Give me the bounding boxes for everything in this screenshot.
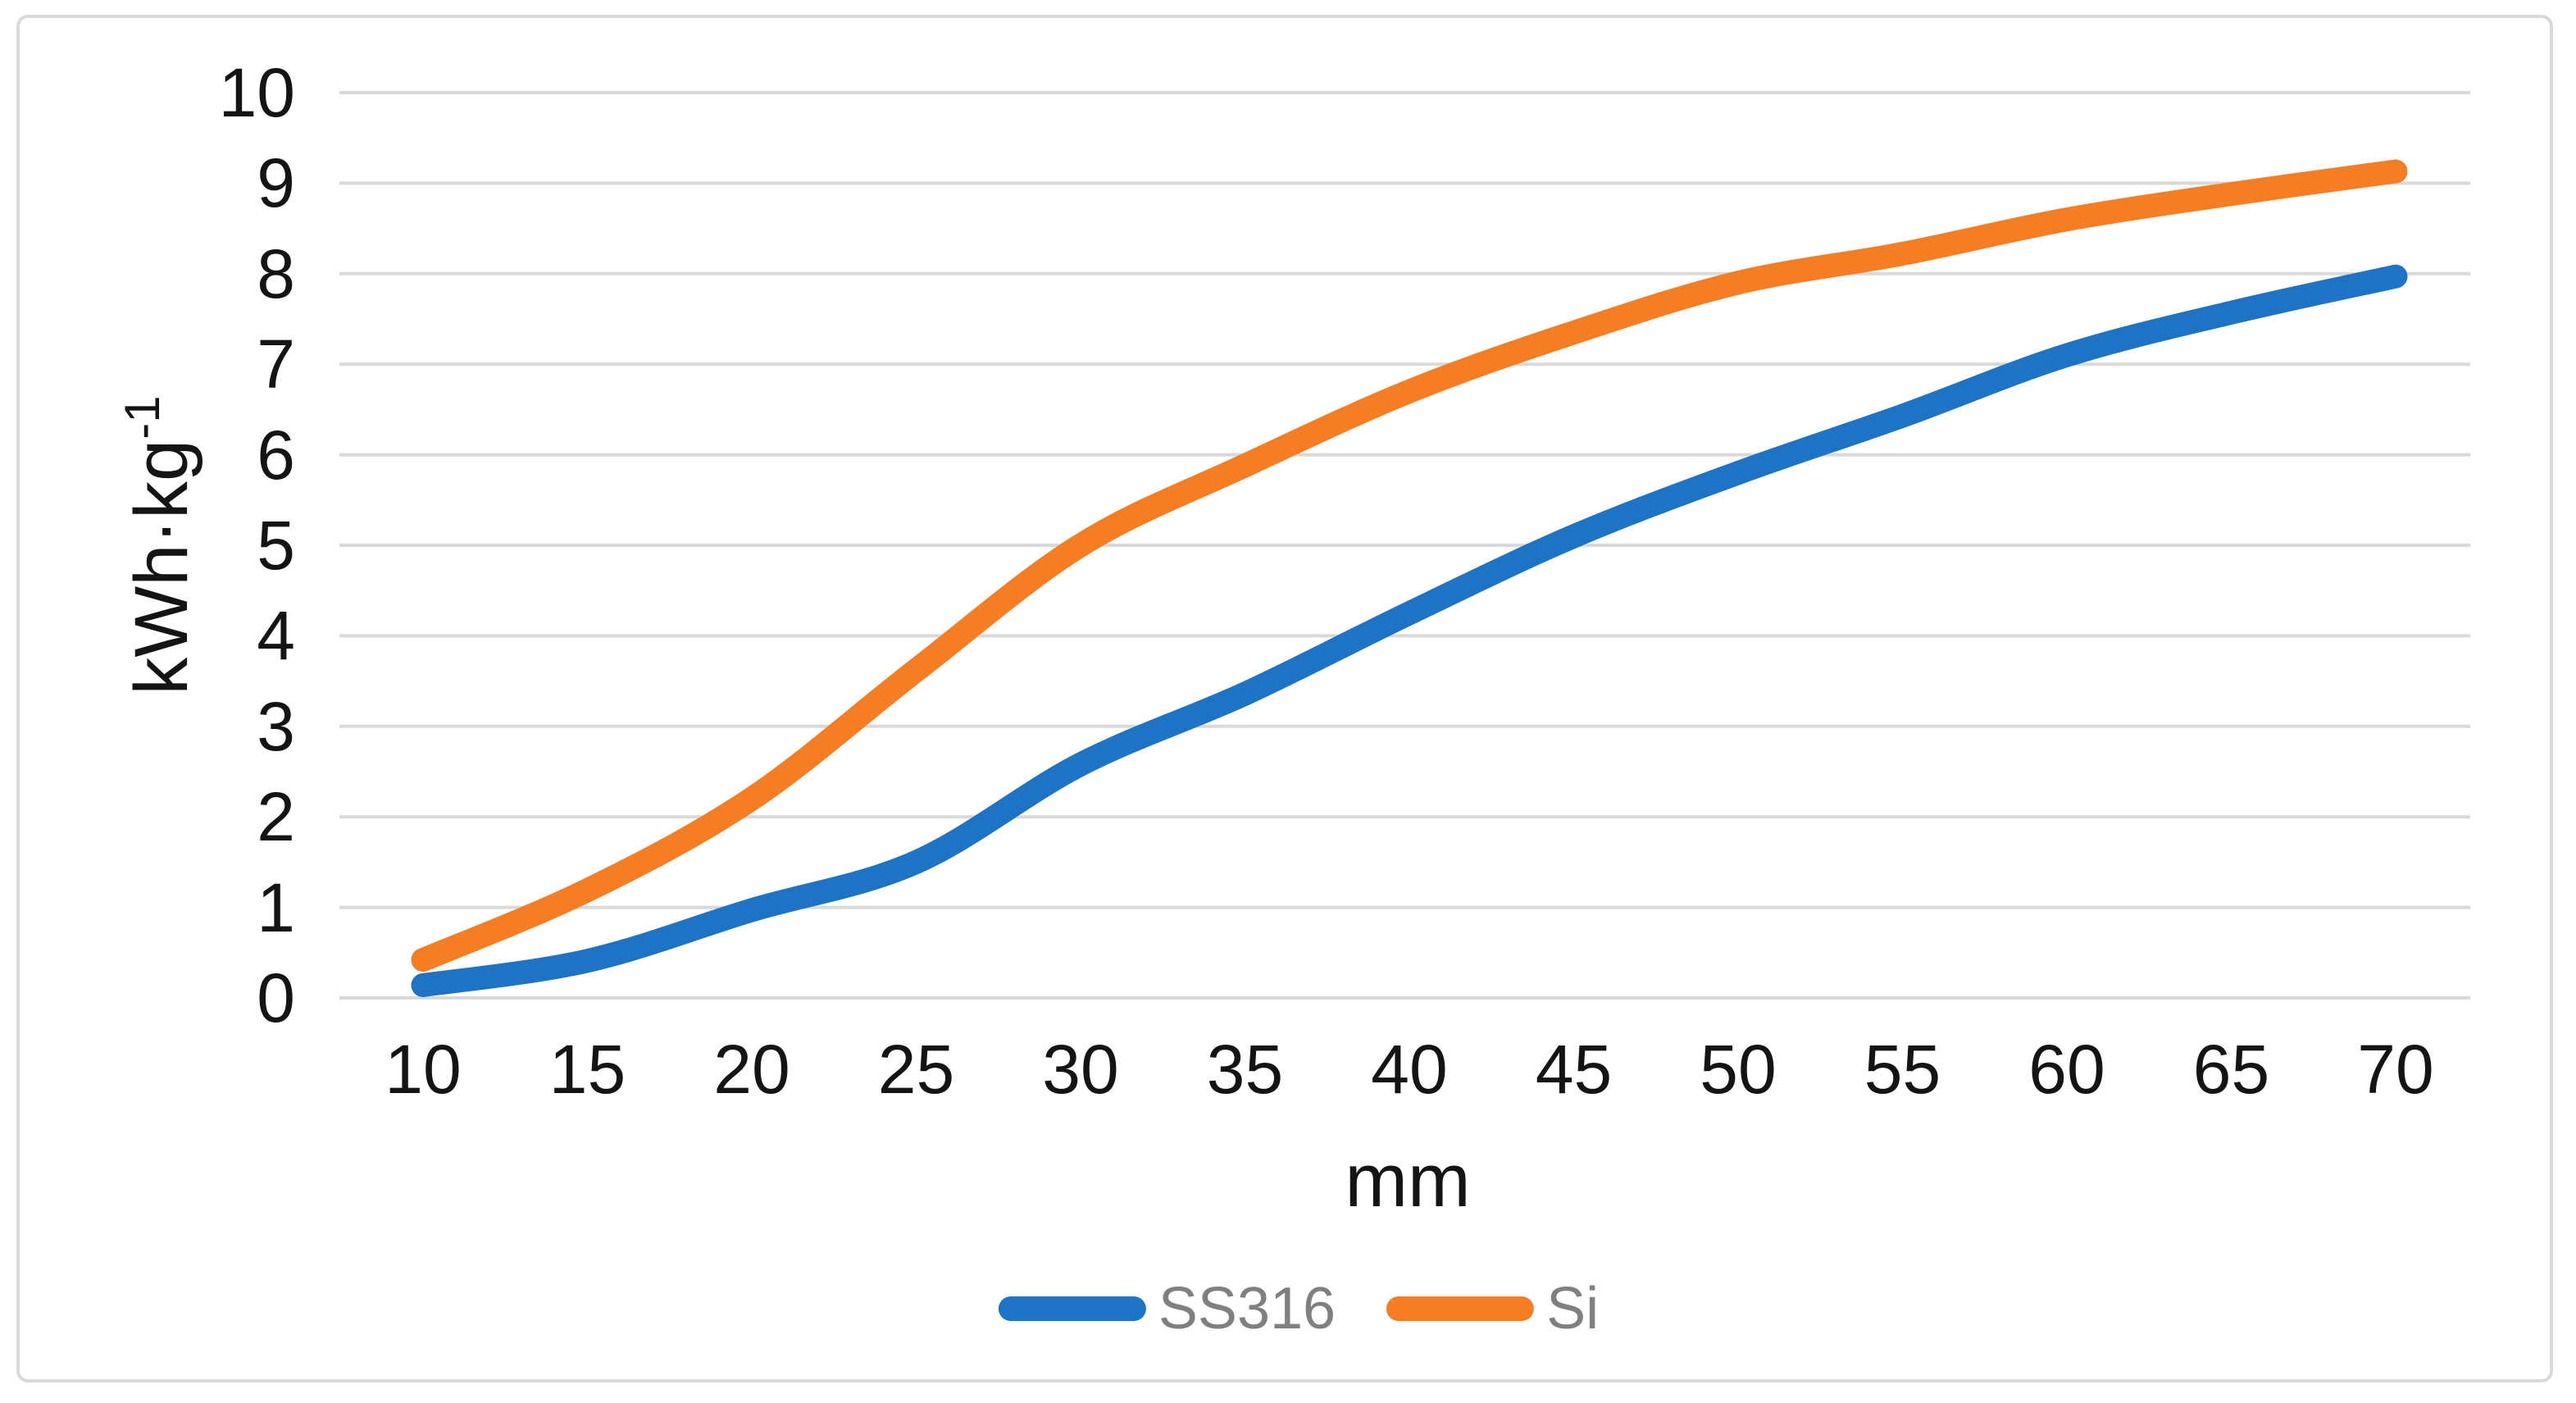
- x-tick-label: 70: [2357, 1031, 2434, 1108]
- x-tick-label: 50: [1700, 1031, 1777, 1108]
- x-tick-label: 55: [1864, 1031, 1941, 1108]
- x-tick-label: 10: [385, 1031, 462, 1108]
- y-tick-label: 4: [257, 597, 295, 675]
- x-tick-label: 35: [1206, 1031, 1284, 1108]
- y-tick-label: 7: [257, 326, 295, 403]
- x-axis-title: mm: [1345, 1139, 1471, 1223]
- legend-item-ss316: SS316: [998, 1276, 1336, 1342]
- series-line-si: [411, 159, 2408, 973]
- legend-label-ss316: SS316: [1158, 1276, 1336, 1342]
- series-line-ss316: [411, 264, 2408, 997]
- y-tick-label: 6: [257, 416, 295, 494]
- x-tick-label: 20: [713, 1031, 790, 1108]
- legend-line-si-icon: [1386, 1296, 1535, 1321]
- legend-label-si: Si: [1546, 1276, 1600, 1342]
- y-axis-title-base: kWh·kg: [120, 439, 203, 695]
- chart-frame-border: [16, 15, 2553, 1383]
- y-tick-label: 10: [218, 54, 295, 131]
- legend-item-si: Si: [1386, 1279, 1599, 1338]
- legend-line-ss316-icon: [998, 1296, 1146, 1321]
- x-tick-label: 25: [877, 1031, 955, 1108]
- y-tick-label: 2: [257, 778, 295, 856]
- legend: SS316 Si: [998, 1276, 1599, 1342]
- x-tick-label: 30: [1042, 1031, 1119, 1108]
- y-tick-label: 8: [257, 235, 295, 312]
- y-tick-label: 0: [257, 959, 295, 1036]
- series-lines: [411, 159, 2408, 997]
- y-axis-title: kWh·kg-1: [115, 395, 203, 695]
- y-tick-label: 1: [257, 868, 295, 946]
- gridlines: [339, 91, 2470, 1000]
- y-axis-title-exponent: -1: [115, 395, 170, 440]
- x-tick-label: 15: [548, 1031, 626, 1108]
- x-tick-label: 40: [1371, 1031, 1448, 1108]
- x-tick-label: 45: [1535, 1031, 1613, 1108]
- y-tick-label: 3: [257, 687, 295, 765]
- x-tick-label: 65: [2192, 1031, 2270, 1108]
- y-tick-label: 9: [257, 144, 295, 222]
- x-tick-label: 60: [2028, 1031, 2105, 1108]
- y-tick-label: 5: [257, 507, 295, 584]
